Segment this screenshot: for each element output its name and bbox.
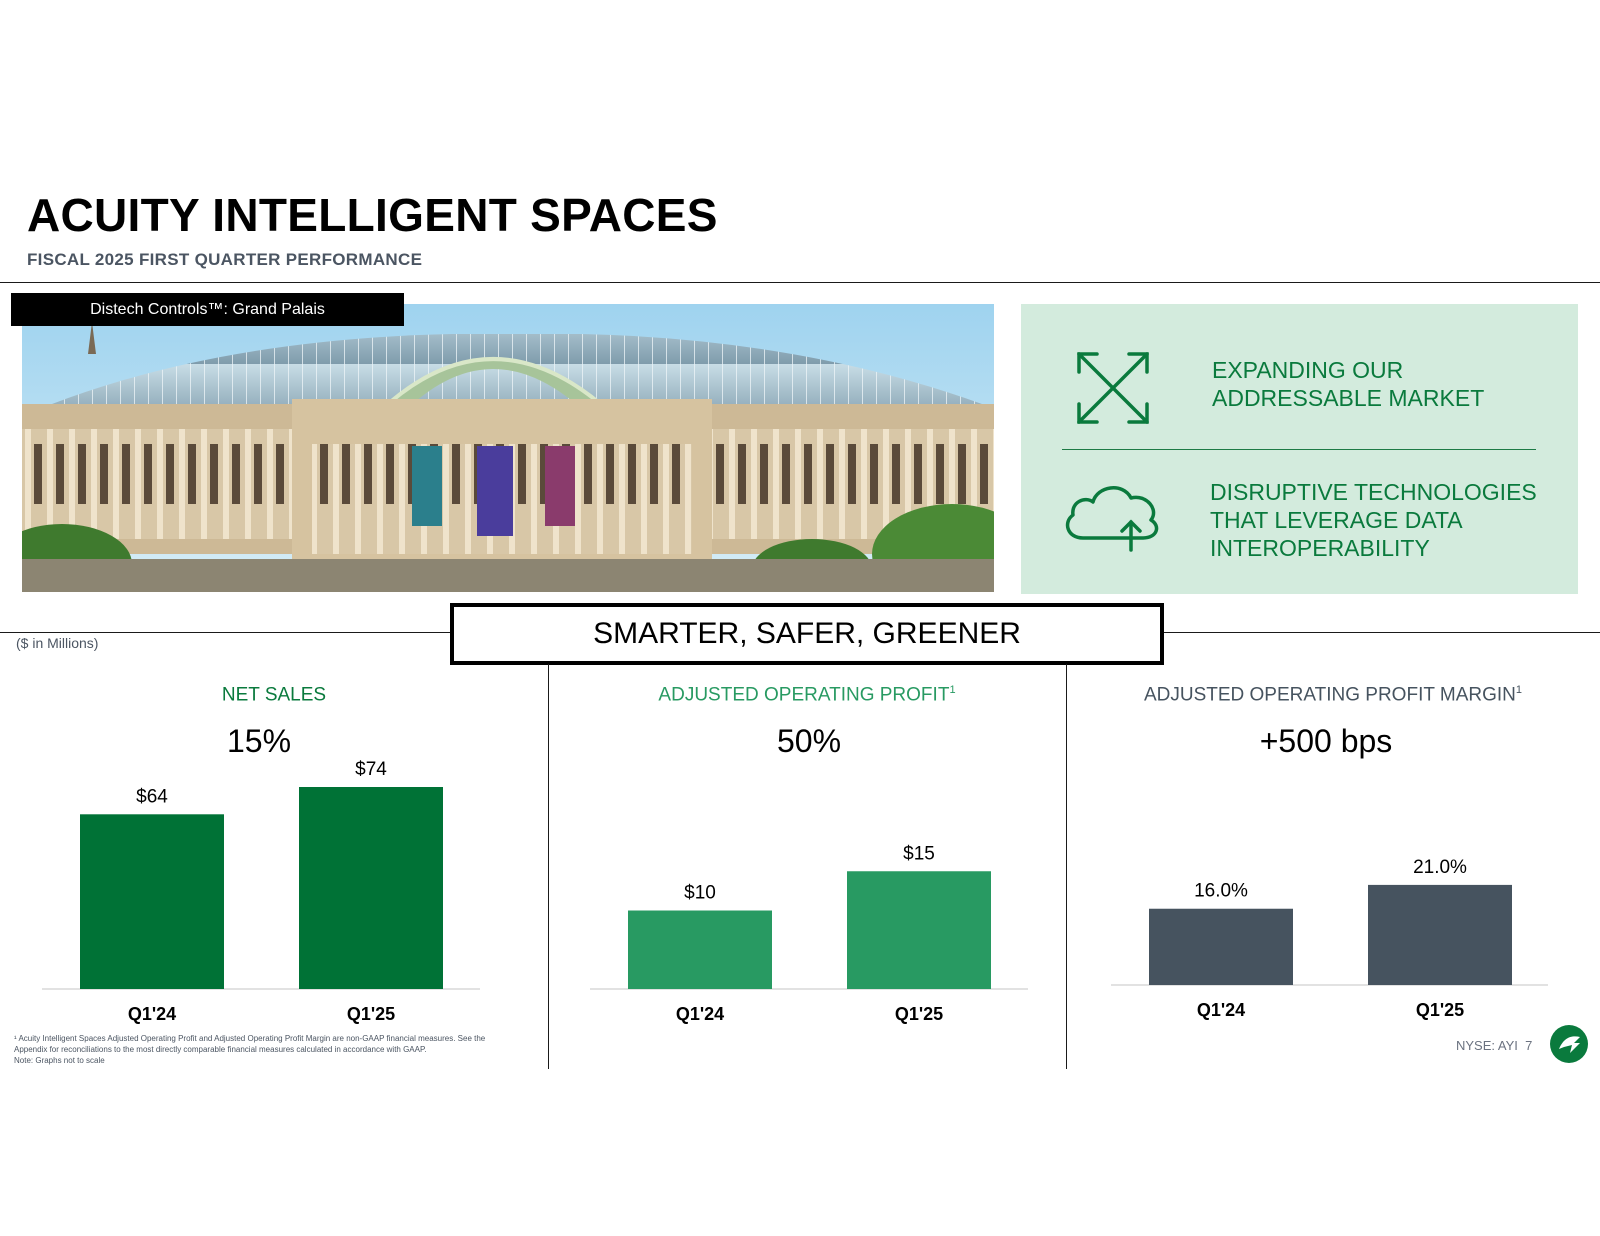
panel-item-line: INTEROPERABILITY — [1210, 535, 1430, 561]
data-label: $15 — [903, 843, 935, 864]
header-divider — [0, 282, 1600, 283]
x-tick-label: Q1'24 — [128, 1004, 176, 1024]
bar — [628, 910, 772, 989]
growth-net-sales: 15% — [226, 723, 292, 759]
panel-item-disruptive: DISRUPTIVE TECHNOLOGIES THAT LEVERAGE DA… — [1210, 478, 1537, 562]
chart-title-text: NET SALES — [221, 684, 327, 706]
column-divider — [548, 664, 549, 1069]
bar — [80, 814, 224, 989]
x-tick-label: Q1'24 — [1197, 1000, 1245, 1020]
ticker: NYSE: AYI — [1456, 1038, 1518, 1053]
photo-caption: Distech Controls™: Grand Palais — [11, 293, 404, 326]
bar — [1368, 884, 1512, 985]
margin-chart: 16.0% Q1'24 21.0% Q1'25 — [1111, 857, 1548, 1020]
bar — [1149, 908, 1293, 985]
column-divider — [1066, 664, 1067, 1069]
page-subtitle: FISCAL 2025 FIRST QUARTER PERFORMANCE — [27, 250, 423, 269]
chart-title-margin: ADJUSTED OPERATING PROFIT MARGIN1 — [1066, 684, 1600, 706]
adj-op-profit-chart: $10 Q1'24 $15 Q1'25 — [590, 843, 1028, 1024]
growth-adj-op-profit: 50% — [776, 723, 842, 759]
page-number: 7 — [1525, 1038, 1533, 1053]
chart-title-net-sales: NET SALES — [0, 684, 548, 706]
chart-title-sup: 1 — [949, 684, 956, 696]
panel-item-expanding: EXPANDING OUR ADDRESSABLE MARKET — [1212, 356, 1484, 412]
footnote-line: ¹ Acuity Intelligent Spaces Adjusted Ope… — [14, 1034, 486, 1054]
panel-divider — [1062, 449, 1536, 450]
ticker-page: NYSE: AYI 7 — [1456, 1038, 1532, 1053]
x-tick-label: Q1'25 — [895, 1004, 943, 1024]
panel-item-line: DISRUPTIVE TECHNOLOGIES — [1210, 479, 1537, 505]
chart-title-text: ADJUSTED OPERATING PROFIT — [658, 684, 950, 706]
tagline-banner: SMARTER, SAFER, GREENER — [450, 603, 1164, 665]
data-label: 21.0% — [1413, 857, 1467, 878]
footnote-line: Note: Graphs not to scale — [14, 1056, 105, 1065]
page-title: ACUITY INTELLIGENT SPACES — [27, 189, 718, 241]
bar — [847, 871, 991, 989]
bar — [299, 787, 443, 989]
cloud-upload-icon — [1061, 480, 1163, 557]
x-tick-label: Q1'24 — [676, 1004, 724, 1024]
expand-arrows-icon — [1073, 348, 1153, 433]
chart-title-sup: 1 — [1515, 684, 1523, 696]
panel-item-line: EXPANDING OUR — [1212, 357, 1404, 383]
data-label: 16.0% — [1194, 881, 1248, 902]
data-label: $64 — [136, 786, 168, 807]
data-label: $10 — [684, 883, 716, 904]
x-tick-label: Q1'25 — [347, 1004, 395, 1024]
chart-title-text: ADJUSTED OPERATING PROFIT MARGIN — [1143, 684, 1516, 706]
net-sales-chart: $64 Q1'24 $74 Q1'25 — [42, 759, 480, 1024]
chart-title-adj-op-profit: ADJUSTED OPERATING PROFIT1 — [548, 684, 1066, 706]
grand-palais-photo — [22, 304, 994, 592]
acuity-logo-icon — [1550, 1025, 1588, 1063]
x-tick-label: Q1'25 — [1416, 1000, 1464, 1020]
data-label: $74 — [355, 759, 387, 780]
panel-item-line: THAT LEVERAGE DATA — [1210, 507, 1463, 533]
growth-margin: +500 bps — [1259, 723, 1393, 759]
units-note: ($ in Millions) — [16, 635, 99, 651]
footnote: ¹ Acuity Intelligent Spaces Adjusted Ope… — [14, 1033, 514, 1066]
panel-item-line: ADDRESSABLE MARKET — [1212, 385, 1485, 411]
